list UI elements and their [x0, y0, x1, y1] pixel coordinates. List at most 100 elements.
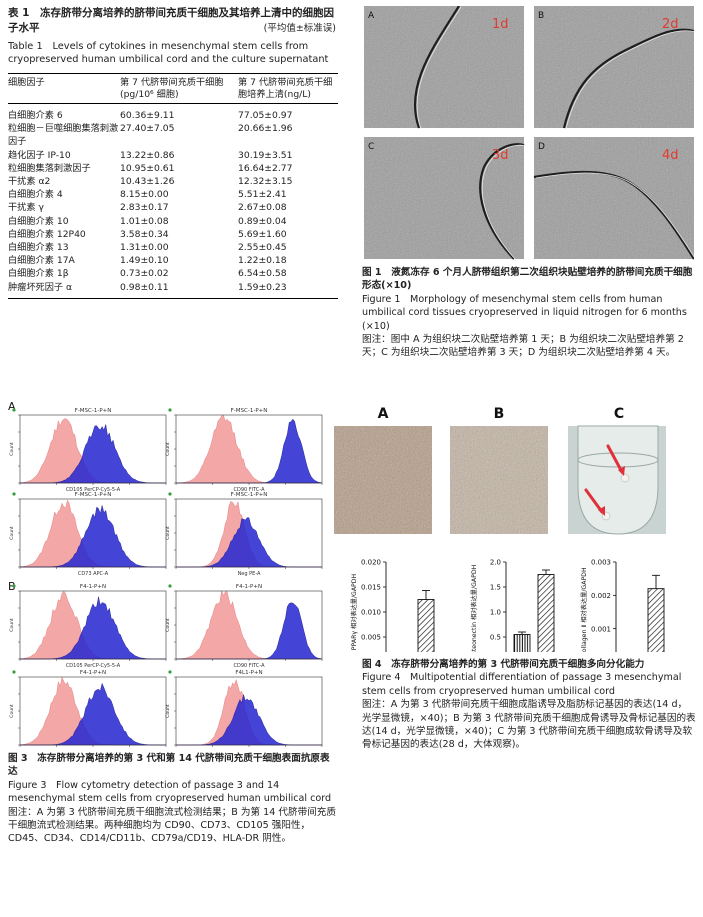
table-cell: 8.15±0.00 — [120, 189, 169, 201]
y-axis-label: PPARγ 相对表达量/GAPDH — [350, 573, 358, 650]
histogram-panel: F4-1-P+N Count CD90 FITC-A — [165, 584, 323, 669]
table-cell: 白细胞介素 4 — [8, 189, 63, 201]
table-header-row: 细胞因子 第 7 代脐带间充质干细胞 (pg/10⁶ 细胞) 第 7 代脐带间充… — [8, 73, 338, 104]
cytokine-table: 细胞因子 第 7 代脐带间充质干细胞 (pg/10⁶ 细胞) 第 7 代脐带间充… — [8, 73, 338, 299]
histogram-ylabel: Count — [9, 442, 15, 456]
y-axis-label: Collagen Ⅱ 相对表达量/GAPDH — [580, 567, 588, 652]
histogram-ylabel: Count — [165, 618, 171, 632]
histogram-title: F-MSC-1-P+N — [75, 408, 112, 414]
table-cell: 60.36±9.11 — [120, 110, 175, 121]
photo-texture — [450, 426, 548, 534]
table-row: 干扰素 γ 2.83±0.17 2.67±0.08 — [8, 201, 338, 214]
gate-dot-icon — [168, 492, 172, 496]
arrow-head-icon — [618, 466, 625, 476]
histogram-title: F-MSC-1-P+N — [231, 408, 268, 414]
tube-shape — [577, 425, 659, 535]
table-cell: 0.73±0.02 — [120, 268, 169, 280]
y-tick-label: 1.0 — [490, 609, 501, 617]
tissue-edge-highlight — [416, 6, 462, 130]
figure1-caption: 图 1 液氮冻存 6 个月人脐带组织第二次组织块贴壁培养的脐带间充质干细胞形态(… — [362, 266, 696, 360]
table-cell: 趋化因子 IP-10 — [8, 149, 71, 161]
table-row: 粒细胞集落刺激因子 10.95±0.61 16.64±2.77 — [8, 162, 338, 175]
histogram-title: F4-1-P+N — [236, 584, 262, 590]
bar — [513, 634, 531, 652]
table-row: 白细胞介素 17A 1.49±0.10 1.22±0.18 — [8, 254, 338, 267]
histogram-xlabel: CD105 PerCP-Cy5-5-A — [66, 487, 121, 493]
tissue-edge-highlight — [565, 30, 694, 130]
table-cell: 肿瘤坏死因子 α — [8, 280, 120, 299]
table-cell: 1.31±0.00 — [120, 242, 169, 254]
table-cell: 77.05±0.97 — [238, 110, 293, 121]
table-cell: 白细胞介素 10 — [8, 215, 69, 227]
pellet — [620, 473, 630, 483]
sample-histogram — [176, 517, 322, 568]
table-cell: 干扰素 α2 — [8, 176, 51, 188]
table-cell: 0.89±0.04 — [238, 215, 287, 227]
arrow-icon — [606, 444, 624, 474]
micrograph-texture — [364, 6, 524, 128]
histogram-ylabel: Count — [9, 618, 15, 632]
histogram-xlabel: CD105 PerCP-Cy5-5-A — [66, 663, 121, 669]
table1-title-en: Table 1 Levels of cytokines in mesenchym… — [8, 41, 329, 65]
micrograph-texture — [534, 137, 694, 259]
table-cell: 5.69±1.60 — [238, 228, 287, 240]
table-cell: 0.98±0.11 — [120, 280, 238, 299]
sample-histogram — [176, 694, 322, 746]
tissue-edge — [479, 143, 525, 260]
gate-dot-icon — [12, 584, 16, 588]
gate-dot-icon — [168, 584, 172, 588]
histogram-ylabel: Count — [9, 526, 15, 540]
figure4-note: 图注：A 为第 3 代脐带间充质干细胞成脂诱导及脂肪标记基因的表达(14 d，光… — [362, 699, 696, 751]
bar — [647, 588, 665, 652]
y-tick-label: 0.003 — [591, 559, 611, 567]
table-cell: 16.64±2.77 — [238, 162, 293, 174]
micrograph-panel: C 3d — [364, 137, 527, 261]
photo-adipogenic — [334, 426, 432, 534]
histogram-xlabel: CD90 FITC-A — [233, 663, 265, 669]
table1-unit: (平均值±标准误) — [263, 23, 336, 34]
figure3-note: 图注：A 为第 3 代脐带间充质干细胞流式检测结果；B 为第 14 代脐带间充质… — [8, 806, 336, 845]
table-cell: 20.66±1.96 — [238, 123, 293, 135]
histogram-panel: F-MSC-1-P+N Count Neg PE-A — [165, 492, 323, 577]
table-row: 粒细胞－巨噬细胞集落刺激因子 27.40±7.05 20.66±1.96 — [8, 122, 338, 148]
y-tick-label: 0.010 — [361, 609, 381, 617]
y-tick-label: 0.020 — [361, 559, 381, 567]
table-cell: 1.49±0.10 — [120, 255, 169, 267]
panel-letter: A — [368, 11, 375, 21]
table-header-cell: 第 7 代脐带间充质干细胞 (pg/10⁶ 细胞) — [120, 73, 238, 104]
histogram-panel: F-MSC-1-P+N Count CD73 APC-A — [9, 492, 167, 577]
figure3-caption: 图 3 冻存脐带分离培养的第 3 代和第 14 代脐带间充质干细胞表面抗原表达 … — [8, 752, 336, 846]
gate-dot-icon — [12, 408, 16, 412]
table-header-cell: 第 7 代脐带间充质干细胞培养上清(ng/L) — [238, 73, 338, 104]
group-label-a: A — [8, 400, 16, 413]
figure4-caption-cn: 图 4 冻存脐带分离培养的第 3 代脐带间充质干细胞多向分化能力 — [362, 659, 645, 670]
y-axis-label: Osteonectin 相对表达量/GAPDH — [470, 564, 478, 652]
panel-day-label: 3d — [492, 148, 509, 163]
table-cell: 1.59±0.23 — [238, 280, 338, 299]
bar — [417, 599, 435, 652]
histogram-title: F4-1-P+N — [80, 670, 106, 676]
table-cell: 粒细胞－巨噬细胞集落刺激因子 — [8, 123, 119, 148]
histogram-title: F4L1-P+N — [235, 670, 262, 676]
y-tick-label: 0.002 — [591, 592, 611, 600]
table-row: 白细胞介素 1β 0.73±0.02 6.54±0.58 — [8, 267, 338, 280]
histogram-title: F-MSC-1-P+N — [231, 492, 268, 498]
table-cell: 白细胞介素 13 — [8, 242, 69, 254]
figure1-caption-en: Figure 1 Morphology of mesenchymal stem … — [362, 293, 687, 332]
table-cell: 白细胞介素 6 — [8, 110, 63, 121]
table-cell: 30.19±3.51 — [238, 149, 293, 161]
table-cell: 10.43±1.26 — [120, 176, 175, 188]
table-cell: 3.58±0.34 — [120, 228, 169, 240]
table-cell: 白细胞介素 17A — [8, 255, 75, 267]
panel-letter: C — [368, 142, 374, 152]
figure3-caption-cn: 图 3 冻存脐带分离培养的第 3 代和第 14 代脐带间充质干细胞表面抗原表达 — [8, 753, 330, 778]
y-tick-label: 1.5 — [490, 584, 501, 592]
table-cell: 1.22±0.18 — [238, 255, 287, 267]
table-row: 白细胞介素 4 8.15±0.00 5.51±2.41 — [8, 188, 338, 201]
